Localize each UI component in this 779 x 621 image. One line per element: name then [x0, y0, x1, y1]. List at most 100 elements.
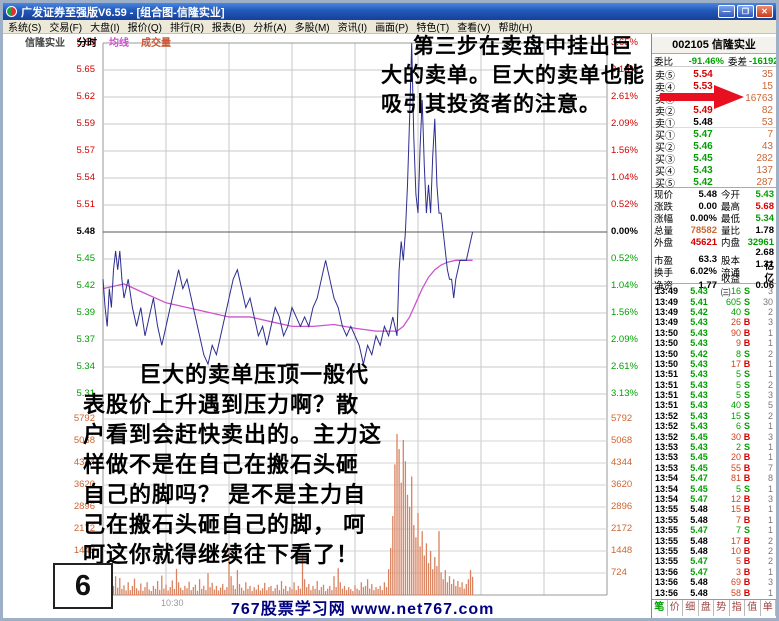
tick-row[interactable]: 13:55 5.48 17 B 2 [652, 535, 776, 546]
tick-row[interactable]: 13:52 5.45 30 B 3 [652, 431, 776, 442]
menu-item-T[interactable]: 特色(T) [416, 23, 450, 34]
price-axis-label: 5.34 [76, 361, 96, 372]
info-value: 63.3 [698, 254, 718, 265]
tick-row[interactable]: 13:51 5.43 5 S 3 [652, 390, 776, 400]
bid-row[interactable]: 买① 5.47 7 [652, 127, 776, 142]
menu-item-S[interactable]: 系统(S) [8, 23, 42, 34]
info-label: 最高 [721, 202, 741, 213]
pct-axis-label: 2.09% [611, 334, 638, 345]
tick-time: 13:54 [655, 494, 679, 504]
panel-tab-单[interactable]: 单 [761, 600, 776, 616]
tick-time: 13:49 [655, 306, 679, 317]
tick-row[interactable]: 13:54 5.47 81 B 8 [652, 473, 776, 483]
tick-row[interactable]: 13:55 5.48 7 B 1 [652, 515, 776, 525]
tick-time: 13:54 [655, 473, 679, 484]
tick-row[interactable]: 13:51 5.43 40 S 5 [652, 400, 776, 410]
tick-row[interactable]: 13:49 5.41 605 S 30 [652, 296, 776, 307]
price-axis-label: 5.42 [76, 280, 96, 291]
tick-row[interactable]: 13:55 5.48 15 B 1 [652, 504, 776, 514]
menu-item-M[interactable]: 多股(M) [294, 23, 330, 34]
close-button[interactable]: ✕ [756, 5, 773, 18]
menu-item-Q[interactable]: 报价(Q) [127, 23, 163, 34]
volume-axis-label: 4344 [611, 457, 633, 468]
bid-row[interactable]: 买⑤ 5.42 287 [652, 175, 776, 190]
menu-item-H[interactable]: 帮助(H) [498, 23, 533, 34]
weicha-label: 委差 [727, 57, 747, 68]
ask-row[interactable]: 卖② 5.49 82 [652, 103, 776, 118]
tick-row[interactable]: 13:50 5.43 17 B 1 [652, 359, 776, 369]
tick-price: 5.43 [690, 442, 708, 453]
panel-tab-细[interactable]: 细 [683, 600, 699, 616]
tick-count: 1 [767, 442, 773, 453]
tick-count: 1 [767, 587, 773, 598]
pct-axis-label: 0.00% [611, 226, 638, 237]
tick-price: 5.48 [690, 514, 708, 525]
tick-row[interactable]: 13:54 5.45 5 S 1 [652, 483, 776, 494]
tick-row[interactable]: 13:50 5.42 8 S 2 [652, 348, 776, 359]
tick-row[interactable]: 13:56 5.48 69 B 3 [652, 577, 776, 587]
panel-tab-势[interactable]: 势 [714, 600, 730, 616]
menu-item-A[interactable]: 分析(A) [253, 23, 287, 34]
tick-side: S [743, 296, 750, 307]
ask-row[interactable]: 卖④ 5.53 15 [652, 79, 776, 94]
tick-row[interactable]: 13:50 5.43 90 B 1 [652, 328, 776, 338]
tick-row[interactable]: 13:49 5.43 26 B 3 [652, 317, 776, 327]
menu-item-R[interactable]: 排行(R) [170, 23, 204, 34]
tick-row[interactable]: 13:55 5.48 10 B 2 [652, 546, 776, 556]
pct-axis-label: 3.13% [611, 64, 638, 75]
book-row-price: 5.46 [693, 141, 713, 152]
tick-side: S [743, 379, 750, 390]
panel-tab-价[interactable]: 价 [668, 600, 683, 616]
tick-row[interactable]: 13:55 5.47 5 B 2 [652, 556, 776, 566]
tick-row[interactable]: 13:53 5.45 20 B 1 [652, 452, 776, 462]
tick-row[interactable]: 13:52 5.43 6 S 1 [652, 421, 776, 431]
tick-row[interactable]: 13:52 5.43 15 S 2 [652, 411, 776, 421]
tick-time: 13:51 [655, 379, 679, 390]
info-label: 外盘 [654, 238, 674, 249]
panel-tab-盘[interactable]: 盘 [699, 600, 714, 616]
info-row: 涨跌 0.00 最高 5.68 [652, 199, 776, 214]
info-value: 0.06 [755, 279, 775, 291]
maximize-button[interactable]: ❐ [737, 5, 754, 18]
tick-row[interactable]: 13:51 5.43 5 S 2 [652, 380, 776, 390]
tick-row[interactable]: 13:50 5.43 9 B 1 [652, 338, 776, 348]
bid-row[interactable]: 买④ 5.43 137 [652, 163, 776, 178]
menu-item-P[interactable]: 画面(P) [375, 23, 409, 34]
tick-volume: 8 [735, 348, 741, 359]
tick-row[interactable]: 13:56 5.47 3 B 1 [652, 567, 776, 577]
tick-price: 5.45 [690, 462, 708, 473]
menu-item-V[interactable]: 查看(V) [457, 23, 491, 34]
tick-row[interactable]: 13:55 5.47 7 S 1 [652, 525, 776, 535]
tick-row[interactable]: 13:49 5.43 16 S 3 [652, 286, 776, 296]
menu-item-I[interactable]: 资讯(I) [337, 23, 368, 34]
bid-row[interactable]: 买② 5.46 43 [652, 139, 776, 154]
tick-row[interactable]: 13:53 5.45 55 B 7 [652, 463, 776, 473]
intraday-chart[interactable] [3, 34, 651, 618]
tick-side: B [743, 545, 751, 556]
ask-row[interactable]: 卖⑤ 5.54 35 [652, 67, 776, 82]
info-label: 净资 [654, 281, 674, 292]
menu-item-I[interactable]: 大盘(I) [90, 23, 120, 34]
stock-info-grid: 现价 5.48 今开 5.43 涨跌 0.00 最高 5.68 涨幅 0.00% 最低 5.34 总量 7… [652, 187, 776, 299]
menu-item-F[interactable]: 交易(F) [49, 23, 83, 34]
info-value: 78582 [690, 224, 717, 236]
price-axis-label: 5.39 [76, 307, 96, 318]
panel-tab-笔[interactable]: 笔 [652, 600, 668, 616]
book-row-price: 5.47 [693, 129, 713, 140]
panel-tab-指[interactable]: 指 [730, 600, 745, 616]
minimize-button[interactable]: — [718, 5, 735, 18]
tick-row[interactable]: 13:56 5.48 58 B 1 [652, 587, 776, 598]
menu-item-B[interactable]: 报表(B) [211, 23, 246, 34]
tick-row[interactable]: 13:49 5.42 40 S 2 [652, 307, 776, 317]
tick-price: 5.48 [690, 577, 708, 588]
book-row-volume: 137 [756, 165, 773, 176]
tick-row[interactable]: 13:51 5.43 5 S 1 [652, 369, 776, 379]
panel-tab-值[interactable]: 值 [745, 600, 761, 616]
tick-price: 5.48 [690, 504, 708, 515]
tick-row[interactable]: 13:53 5.43 2 S 1 [652, 442, 776, 452]
bid-row[interactable]: 买③ 5.45 282 [652, 151, 776, 166]
tick-row[interactable]: 13:54 5.47 12 B 3 [652, 494, 776, 504]
tick-count: 2 [767, 379, 773, 390]
price-axis-label: 5.45 [76, 253, 96, 264]
ask-row[interactable]: 卖① 5.48 53 [652, 115, 776, 130]
